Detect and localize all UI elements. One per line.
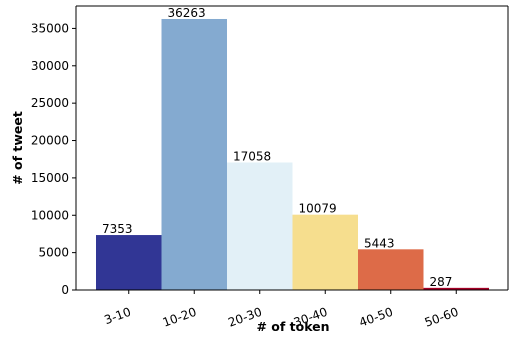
bar-50-60 xyxy=(423,287,489,290)
bar-3-10 xyxy=(96,235,162,290)
x-tick-label: 10-20 xyxy=(161,305,199,330)
bar-20-30 xyxy=(227,162,293,290)
bar-40-50 xyxy=(358,249,424,290)
y-ticks-layer: 0 5000 10000 15000 20000 25000 30000 35000 xyxy=(31,21,76,297)
x-tick-label: 40-50 xyxy=(357,305,395,330)
bar-value-label: 287 xyxy=(430,275,453,289)
bar-30-40 xyxy=(292,214,358,290)
x-axis-title: # of token xyxy=(256,319,329,334)
axes-layer xyxy=(75,5,509,291)
y-tick-label: 15000 xyxy=(31,171,69,185)
y-tick-label: 30000 xyxy=(31,59,69,73)
bars-layer xyxy=(96,18,489,291)
y-tick-label: 5000 xyxy=(38,246,69,260)
bar-value-label: 7353 xyxy=(102,222,133,236)
bar-value-label: 5443 xyxy=(364,236,395,250)
x-tick-label: 3-10 xyxy=(102,305,132,327)
y-tick-label: 35000 xyxy=(31,21,69,35)
y-axis-title: # of tweet xyxy=(10,111,25,185)
y-tick-label: 25000 xyxy=(31,96,69,110)
y-tick-label: 0 xyxy=(61,283,69,297)
y-tick-label: 10000 xyxy=(31,208,69,222)
bar-10-20 xyxy=(161,18,227,291)
bar-labels-layer: 7353 36263 17058 10079 5443 287 xyxy=(102,6,452,289)
bar-value-label: 36263 xyxy=(168,6,206,20)
y-tick-label: 20000 xyxy=(31,134,69,148)
x-tick-label: 50-60 xyxy=(423,305,461,330)
bar-value-label: 10079 xyxy=(299,202,337,216)
bar-value-label: 17058 xyxy=(233,150,271,164)
